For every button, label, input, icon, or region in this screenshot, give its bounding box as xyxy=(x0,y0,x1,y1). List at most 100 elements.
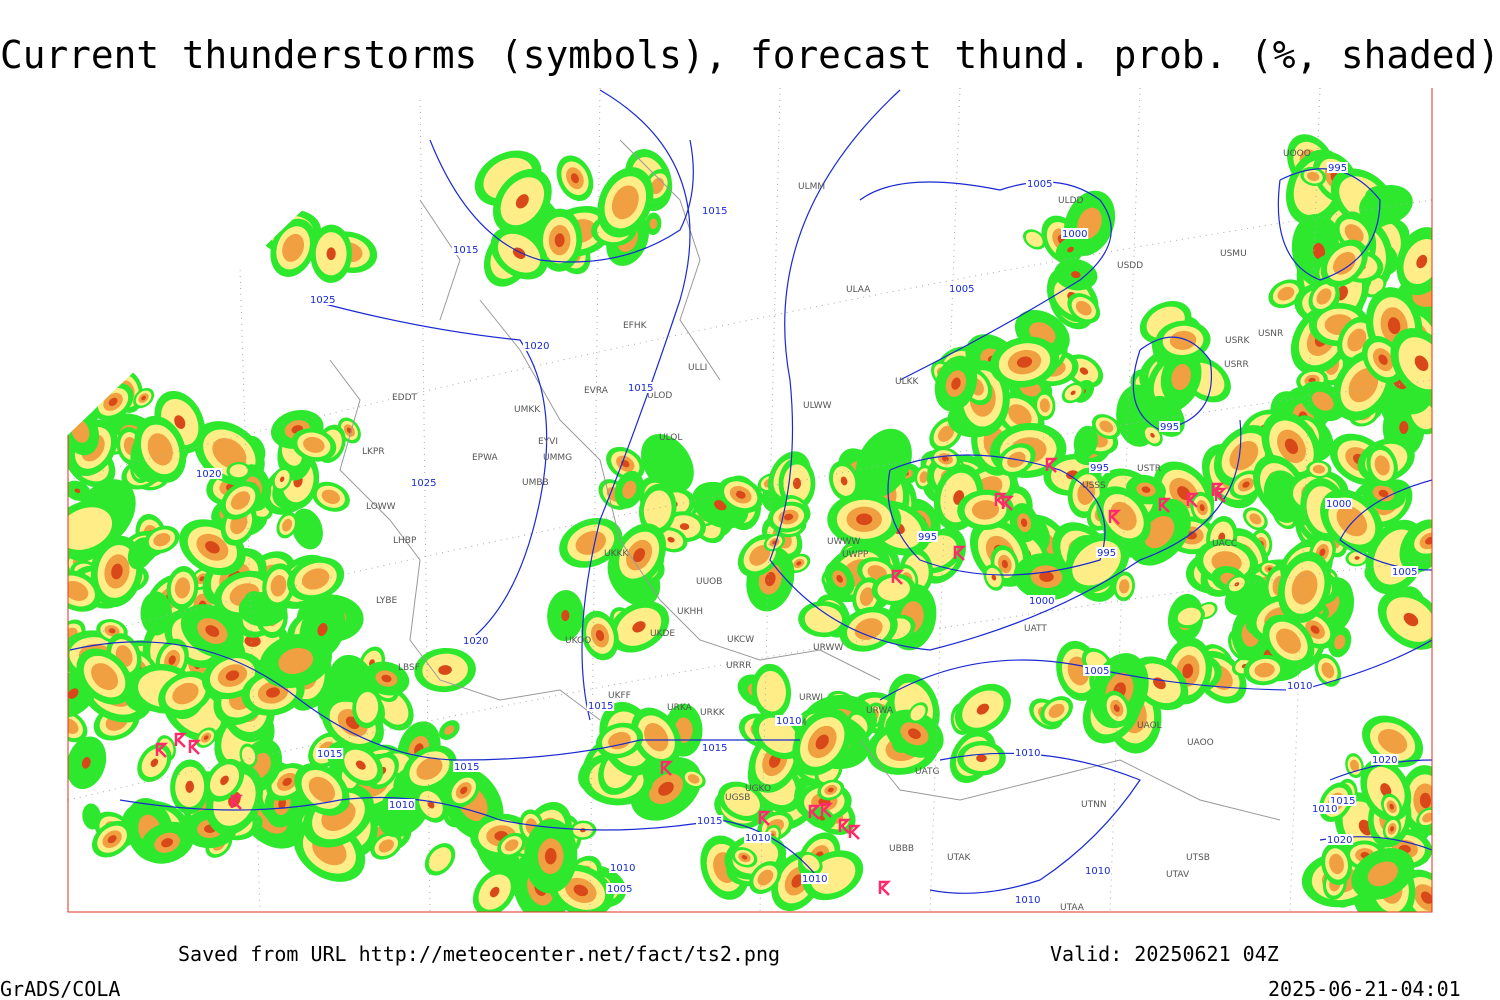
isobar-label: 1005 xyxy=(1392,567,1417,578)
isobar-label: 1005 xyxy=(1084,666,1109,677)
shading-cell xyxy=(266,687,280,698)
station-label: UTSB xyxy=(1186,853,1210,863)
shading-cell xyxy=(147,433,173,466)
shading-cell xyxy=(444,725,455,735)
shading-cell xyxy=(205,541,220,554)
station-label: EDDT xyxy=(392,393,418,403)
shading-cell xyxy=(205,625,220,637)
station-label: LYBE xyxy=(376,596,397,606)
station-label: UGKO xyxy=(745,784,771,794)
isobar-label: 995 xyxy=(918,532,937,543)
station-label: URRR xyxy=(726,661,751,671)
station-label: UMKK xyxy=(514,405,541,415)
shading-cell xyxy=(244,635,261,647)
isobar-label: 1010 xyxy=(802,874,827,885)
shading-cell xyxy=(91,663,119,691)
isobar-label: 1015 xyxy=(588,701,613,712)
shading-cell xyxy=(150,758,159,767)
shading-cell xyxy=(81,757,91,769)
station-label: ULAA xyxy=(846,285,871,295)
station-label: URWI xyxy=(799,693,823,703)
station-label: LKPR xyxy=(362,447,385,457)
isobar-label: 995 xyxy=(1097,548,1116,559)
isobar-label: 1015 xyxy=(628,383,653,394)
shading-cell xyxy=(220,775,229,786)
isobar-label: 1020 xyxy=(463,636,488,647)
station-label: EVRA xyxy=(584,386,609,396)
shading-cell xyxy=(225,670,240,681)
shading-cell xyxy=(326,247,336,261)
shading-cell xyxy=(416,757,443,780)
station-label: ULLI xyxy=(688,363,707,373)
station-label: UTNN xyxy=(1081,800,1107,810)
shading-cell xyxy=(203,735,209,740)
shading-cell xyxy=(172,682,199,705)
isobar-label: 1020 xyxy=(1372,755,1397,766)
isobar-label: 1015 xyxy=(317,749,342,760)
isobar-label: 995 xyxy=(1160,422,1179,433)
isobar-label: 1025 xyxy=(411,478,436,489)
shading-cell xyxy=(168,655,176,665)
shading-cell xyxy=(282,233,305,262)
shading-cell xyxy=(229,464,248,478)
shading-cell xyxy=(282,518,293,532)
isobar-label: 1010 xyxy=(1015,895,1040,906)
isobar-label: 1010 xyxy=(776,716,801,727)
shading-cell xyxy=(230,491,251,510)
station-label: UKDE xyxy=(650,629,675,639)
shading-cell xyxy=(554,233,565,248)
isobar-label: 995 xyxy=(1090,463,1109,474)
shading-cell xyxy=(68,507,113,550)
shading-cell xyxy=(108,397,118,407)
shading-cell xyxy=(278,647,314,675)
station-label: UOOO xyxy=(1283,149,1311,159)
station-label: EPWA xyxy=(472,453,499,463)
station-label: ULDD xyxy=(1058,196,1084,206)
station-label: USTR xyxy=(1137,464,1161,474)
shading-cell xyxy=(278,798,287,809)
station-label: ULKK xyxy=(895,377,920,387)
shading-cell xyxy=(241,746,256,765)
shading-cell xyxy=(111,563,123,580)
shading-cell xyxy=(515,194,529,209)
shading-cell xyxy=(279,476,285,482)
shading-cell xyxy=(141,395,146,401)
isobar-label: 1020 xyxy=(1327,835,1352,846)
station-label: UWPP xyxy=(842,550,869,560)
shading-cell xyxy=(321,489,340,504)
station-label: USRK xyxy=(1225,336,1251,346)
shading-cell xyxy=(68,718,79,734)
station-label: ULWW xyxy=(803,401,832,411)
station-label: URKA xyxy=(667,703,693,713)
shading-cell xyxy=(68,580,89,601)
station-label: USNR xyxy=(1258,329,1283,339)
shading-cell xyxy=(355,760,366,770)
station-label: ULOL xyxy=(659,433,682,443)
station-label: UUOB xyxy=(696,577,722,587)
isobar-label: 1010 xyxy=(389,800,414,811)
station-label: UTAK xyxy=(947,853,972,863)
shading-cell xyxy=(611,185,639,220)
storm-symbol xyxy=(188,739,202,755)
isobar-label: 1010 xyxy=(1015,748,1040,759)
station-label: UAOO xyxy=(1187,738,1214,748)
shading-cell xyxy=(317,622,328,637)
station-label: UWWW xyxy=(827,537,860,547)
station-label: LBSF xyxy=(398,663,420,673)
shading-cell xyxy=(212,437,247,470)
isobar-label: 1000 xyxy=(1062,229,1087,240)
station-label: UATT xyxy=(1024,624,1047,634)
shading-cell xyxy=(108,628,116,634)
shading-cell xyxy=(460,786,468,795)
timestamp: 2025-06-21-04:01 xyxy=(1268,977,1461,1000)
isobar-label: 1020 xyxy=(196,469,221,480)
isobar-label: 1010 xyxy=(1312,804,1337,815)
station-label: USDD xyxy=(1117,261,1143,271)
station-label: URWA xyxy=(866,706,894,716)
station-label: ULMM xyxy=(798,182,825,192)
station-label: USRR xyxy=(1224,360,1249,370)
source-url: Saved from URL http://meteocenter.net/fa… xyxy=(178,942,780,966)
isobar-label: 1015 xyxy=(453,245,478,256)
